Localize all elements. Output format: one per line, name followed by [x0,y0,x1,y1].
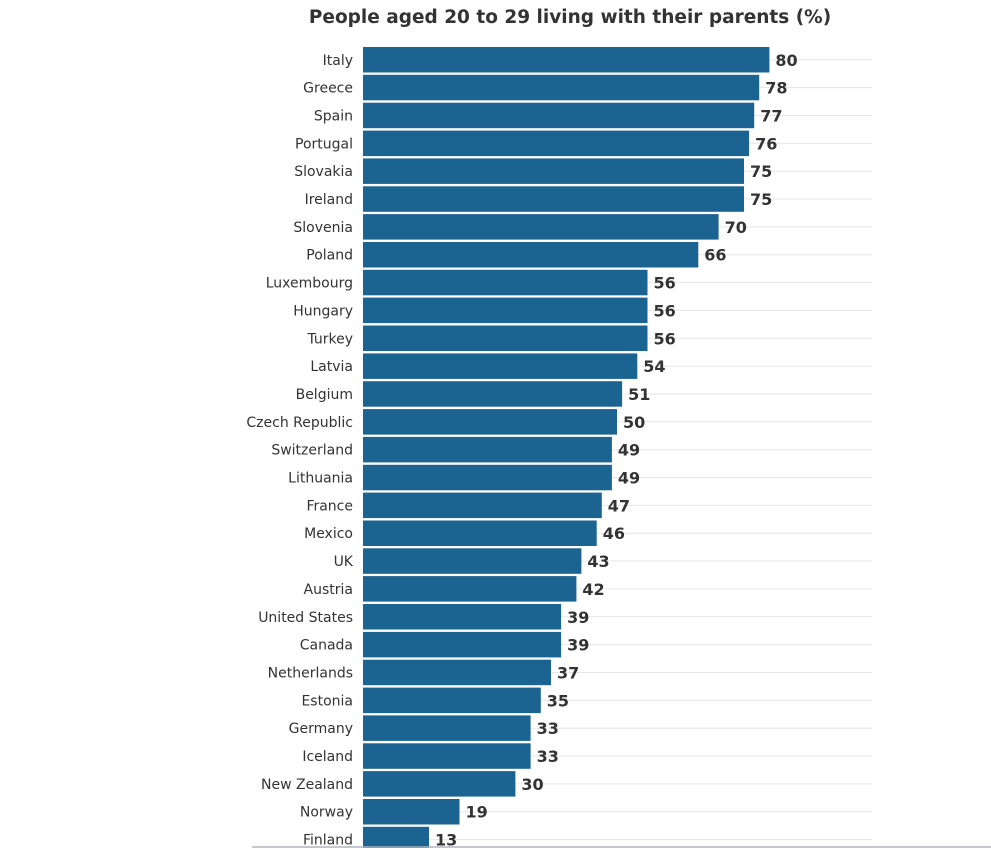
value-label: 43 [587,552,609,571]
value-label: 56 [654,329,676,348]
value-label: 35 [547,691,569,710]
value-label: 76 [755,134,777,153]
bar [363,492,602,519]
category-label: Italy [323,53,353,69]
value-label: 70 [725,218,747,237]
category-label: Lithuania [288,471,353,487]
bar [363,130,750,157]
category-label: Slovakia [294,164,353,180]
bar [363,659,551,686]
bar [363,799,460,825]
category-label: France [306,498,353,514]
category-label: Norway [300,805,353,821]
chart-title: People aged 20 to 29 living with their p… [308,7,832,28]
bar [363,548,582,574]
labels: Italy 80 Greece 78 Spain 77 Portugal 76 Slovakia… [246,51,797,848]
value-label: 42 [582,580,604,599]
value-label: 37 [557,664,579,683]
bar [363,464,612,491]
value-label: 13 [435,831,457,848]
category-label: Belgium [296,387,353,403]
category-label: Austria [304,582,353,598]
bar [363,74,760,101]
value-label: 47 [608,496,630,515]
bar [363,325,648,351]
category-label: Portugal [295,136,353,152]
value-label: 39 [567,636,589,655]
category-label: Turkey [306,331,353,347]
value-label: 78 [765,79,787,98]
value-label: 66 [704,246,726,265]
value-label: 39 [567,608,589,627]
bar [363,520,597,546]
category-label: Netherlands [268,666,353,682]
bar [363,631,562,658]
category-label: Mexico [304,526,353,542]
category-label: Slovenia [293,220,353,236]
bar [363,269,648,296]
value-label: 80 [775,51,797,70]
category-label: Iceland [302,749,353,765]
bars [363,47,770,848]
bar [363,158,744,184]
value-label: 46 [603,524,625,543]
category-label: New Zealand [261,777,353,793]
category-label: United States [258,610,353,626]
bar [363,47,770,73]
bar [363,214,719,240]
bar [363,102,755,129]
value-label: 49 [618,441,640,460]
category-label: Hungary [293,303,353,319]
bar [363,743,531,769]
value-label: 51 [628,385,650,404]
value-label: 75 [750,190,772,209]
category-label: Spain [314,109,353,125]
value-label: 54 [643,357,665,376]
category-label: Poland [306,248,353,264]
category-label: Switzerland [271,443,353,459]
category-label: Ireland [305,192,353,208]
bar [363,353,638,379]
value-label: 75 [750,162,772,181]
bar [363,687,541,714]
bar [363,436,612,463]
value-label: 77 [760,107,782,126]
category-label: UK [334,554,354,570]
bar [363,715,531,741]
value-label: 56 [654,274,676,293]
category-label: Greece [303,81,353,97]
category-label: Canada [300,638,353,654]
value-label: 50 [623,413,645,432]
category-label: Latvia [310,359,353,375]
category-label: Luxembourg [266,276,353,292]
bar [363,381,623,407]
value-label: 49 [618,469,640,488]
bar [363,297,648,324]
bar [363,242,699,268]
bar [363,826,429,848]
category-label: Germany [289,721,353,737]
value-label: 33 [537,719,559,738]
value-label: 19 [466,803,488,822]
category-label: Finland [303,833,353,848]
bar [363,186,744,212]
value-label: 30 [521,775,543,794]
bar [363,576,577,602]
bar [363,409,617,435]
value-label: 56 [654,301,676,320]
value-label: 33 [537,747,559,766]
bar [363,771,516,797]
category-label: Estonia [301,693,353,709]
bar [363,604,562,630]
category-label: Czech Republic [246,415,353,431]
